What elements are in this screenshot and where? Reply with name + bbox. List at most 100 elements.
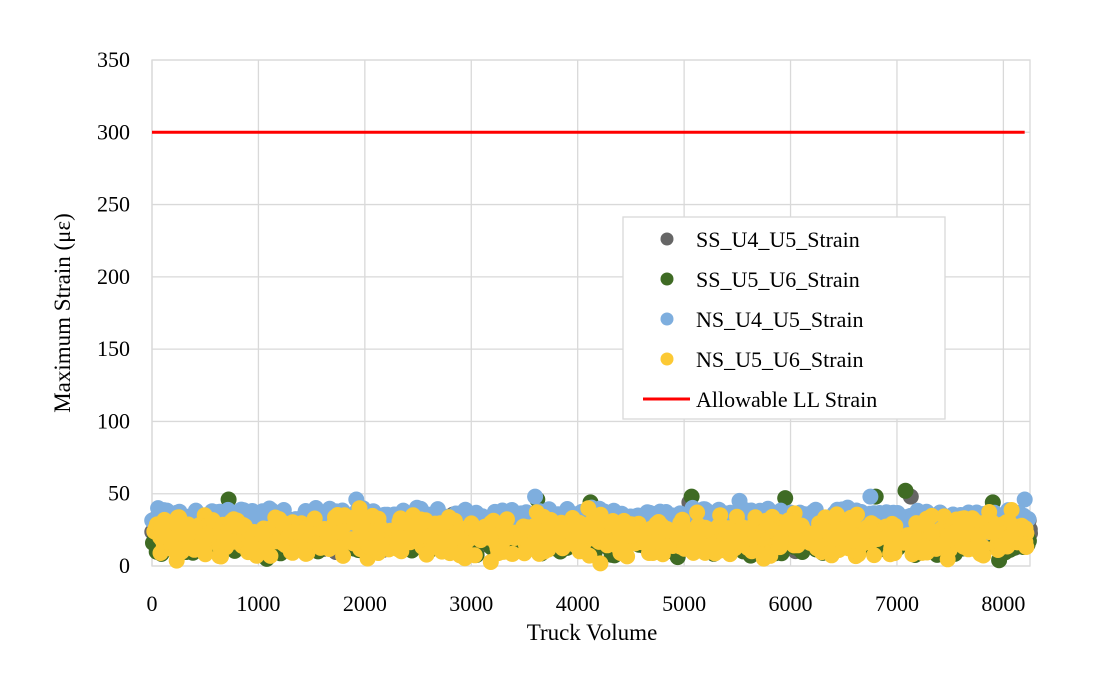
data-point [1018,539,1035,555]
data-point [862,488,879,505]
data-point [728,508,745,525]
data-point [225,511,242,528]
legend-item: Allowable LL Strain [643,387,877,412]
data-point [602,534,619,551]
data-point [565,531,582,547]
data-point [432,515,449,532]
data-point [869,531,886,547]
data-point [740,520,757,537]
data-point [731,492,748,509]
legend-label: NS_U4_U5_Strain [696,307,863,332]
data-point [955,538,972,555]
data-point [168,552,185,569]
data-point [917,538,934,555]
data-point [946,524,963,541]
data-point [647,533,664,550]
data-point [660,538,677,554]
y-tick-label: 0 [119,553,130,578]
data-point [498,530,514,547]
data-point [284,544,301,561]
plot-border [151,59,1031,567]
data-point [809,540,825,557]
data-point [490,545,507,562]
data-point [393,543,410,560]
data-point [352,524,369,541]
data-point [719,537,736,554]
data-point [393,530,409,547]
data-point [897,482,914,499]
data-point [668,525,684,542]
data-point [762,547,779,564]
data-point [332,524,349,541]
data-point [923,524,940,541]
data-point [828,506,845,523]
y-tick-label: 300 [97,119,130,144]
data-point [772,525,789,542]
legend-marker-swatch [660,272,674,286]
data-point [918,510,935,527]
data-point [700,521,717,538]
data-point [788,530,804,547]
data-point [777,490,794,507]
data-point [956,510,973,527]
data-point [503,545,520,562]
x-tick-label: 4000 [556,591,600,616]
data-point [540,541,557,558]
data-point [892,531,909,548]
data-point [173,525,190,542]
data-point [418,546,435,563]
data-point [190,538,207,555]
data-point [351,500,368,517]
legend-marker-swatch [660,232,674,246]
data-point [216,528,233,545]
legend-item: SS_U5_U6_Strain [660,267,860,292]
data-point [463,515,480,532]
data-point [364,507,381,524]
data-point [969,527,985,544]
x-tick-label: 6000 [769,591,813,616]
legend: SS_U4_U5_Strain SS_U5_U6_Strain NS_U4_U5_S… [622,216,946,420]
data-point [682,526,699,543]
plot-area [144,130,1038,572]
y-tick-label: 350 [97,47,130,72]
legend-label: NS_U5_U6_Strain [696,347,863,372]
data-point [316,521,333,537]
data-point [529,522,546,539]
data-point [689,504,706,521]
data-point [499,511,515,528]
data-point [327,509,343,526]
data-point [581,547,598,564]
y-axis-title: Maximum Strain (με) [50,213,75,413]
x-tick-label: 8000 [981,591,1025,616]
data-point [643,520,660,537]
data-point [580,500,597,517]
data-point [845,532,862,549]
legend-item: NS_U5_U6_Strain [660,347,863,372]
data-point [581,522,598,539]
data-point [866,547,883,564]
data-point [448,524,465,541]
data-point [614,526,631,543]
data-point [213,548,229,565]
data-point [400,517,417,534]
x-tick-label: 3000 [449,591,493,616]
data-point [426,533,443,550]
data-point [268,533,285,550]
data-point [150,500,167,517]
x-axis-title: Truck Volume [527,620,658,645]
series-NS_U5_U6_Strain [146,500,1035,572]
data-point [153,519,170,536]
data-point [567,518,583,535]
y-tick-label: 250 [97,192,130,217]
data-point [275,515,292,532]
data-point [457,542,474,559]
data-point [592,506,609,523]
legend-label: Allowable LL Strain [696,387,877,412]
legend-item: NS_U4_U5_Strain [660,307,863,332]
y-tick-label: 150 [97,336,130,361]
data-point [306,510,323,527]
data-point [887,518,904,534]
axes: 0 50 100 150 200 250 300 350 0 1000 2000 3000 4000 50… [97,47,1025,616]
